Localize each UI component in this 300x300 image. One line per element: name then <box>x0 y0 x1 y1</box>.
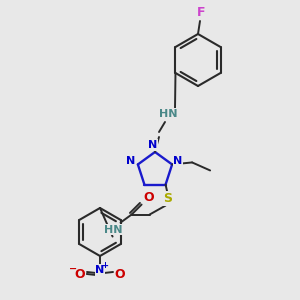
Text: F: F <box>197 7 205 20</box>
Text: −: − <box>69 264 77 274</box>
Text: N: N <box>126 156 136 167</box>
Text: O: O <box>75 268 85 281</box>
Text: N: N <box>95 265 105 275</box>
Text: O: O <box>143 191 154 204</box>
Text: O: O <box>115 268 125 281</box>
Text: N: N <box>148 140 158 150</box>
Text: +: + <box>101 260 109 269</box>
Text: S: S <box>163 192 172 205</box>
Text: HN: HN <box>104 225 123 235</box>
Text: HN: HN <box>159 109 177 119</box>
Text: N: N <box>173 156 183 167</box>
